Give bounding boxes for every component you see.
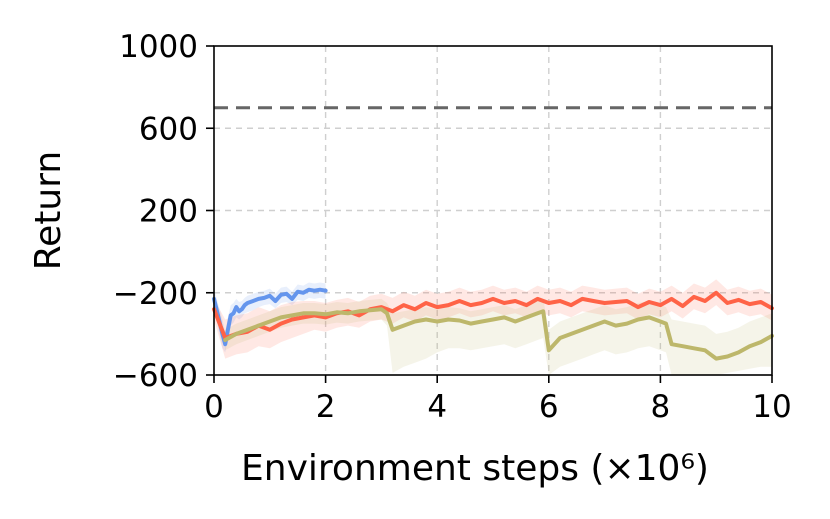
x-tick-label: 8 [651, 389, 671, 425]
x-tick-label: 6 [539, 389, 559, 425]
series-band-2 [225, 298, 772, 375]
series-line-2 [223, 307, 774, 361]
y-tick-label: 200 [139, 194, 198, 230]
y-tick-label: −200 [113, 276, 198, 312]
axis-ticks: 0 2 4 6 8 10 −600 −200 200 600 1000 [113, 29, 792, 425]
x-tick-label: 0 [204, 389, 224, 425]
y-axis-label: Return [28, 151, 69, 270]
y-tick-label: −600 [113, 358, 198, 394]
series-lines [212, 287, 774, 361]
y-tick-label: 600 [139, 111, 198, 147]
series-line-0 [212, 287, 328, 347]
y-tick-label: 1000 [119, 29, 198, 65]
x-tick-label: 4 [427, 389, 447, 425]
x-tick-label: 2 [316, 389, 336, 425]
series-band-1 [214, 279, 772, 359]
x-tick-label: 10 [752, 389, 791, 425]
x-axis-label: Environment steps (×10⁶) [241, 448, 709, 489]
series-line-1 [212, 290, 774, 340]
